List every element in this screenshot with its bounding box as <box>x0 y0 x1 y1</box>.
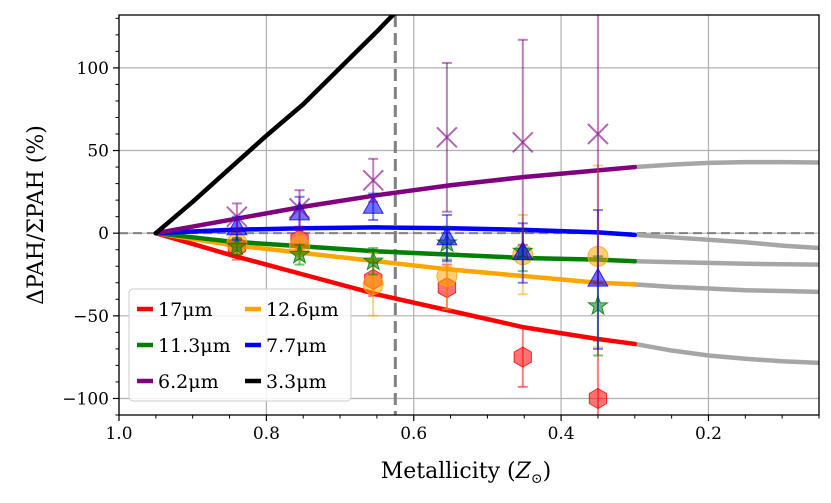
x-marker <box>362 169 384 191</box>
y-axis-ticks: 100 50 0 −50 −100 <box>62 17 119 416</box>
y-tick-label: 0 <box>98 224 109 244</box>
x-marker <box>226 205 248 228</box>
y-tick-label: 100 <box>77 59 109 79</box>
x-axis-title: Metallicity (Z⊙) <box>381 459 551 487</box>
series-line <box>153 230 638 347</box>
x-marker <box>436 126 458 149</box>
star-marker <box>362 249 385 271</box>
extrapolation-curve <box>632 232 819 251</box>
extrapolation-curve <box>632 159 819 170</box>
triangle-marker <box>512 240 534 261</box>
star-marker <box>225 234 248 256</box>
x-tick-label: 0.4 <box>548 424 575 444</box>
legend-label: 17μm <box>158 299 213 321</box>
x-tick-label: 0.2 <box>695 424 722 444</box>
triangle-marker <box>436 226 458 246</box>
extrapolation-curve <box>632 259 819 267</box>
hexagon-marker <box>588 387 608 410</box>
x-marker <box>512 131 534 153</box>
series-line <box>153 164 638 236</box>
legend-label: 7.7μm <box>266 335 327 357</box>
circle-marker <box>436 265 458 287</box>
hexagon-marker <box>513 346 532 368</box>
x-axis-ticks: 1.0 0.8 0.6 0.4 0.2 <box>105 415 820 444</box>
series-line <box>153 15 397 236</box>
data-points <box>225 15 609 415</box>
legend-box <box>128 288 352 402</box>
legend: 17μm 12.6μm 11.3μm 7.7μm 6.2μm 3.3μm <box>128 288 352 402</box>
triangle-marker <box>362 194 384 214</box>
x-tick-label: 1.0 <box>105 424 132 444</box>
x-marker <box>587 123 609 145</box>
y-tick-label: −100 <box>62 389 109 409</box>
x-tick-label: 0.6 <box>400 424 427 444</box>
y-axis-title: ΔPAH/ΣPAH (%) <box>24 125 49 305</box>
legend-label: 6.2μm <box>158 371 219 393</box>
legend-label: 3.3μm <box>266 371 327 393</box>
star-marker <box>288 243 311 265</box>
legend-label: 12.6μm <box>266 299 339 321</box>
legend-label: 11.3μm <box>158 335 231 357</box>
plot-frame <box>118 14 820 416</box>
x-tick-label: 0.8 <box>253 424 280 444</box>
x-marker <box>288 197 311 220</box>
circle-marker <box>362 273 384 295</box>
extrapolation-curve <box>632 341 819 366</box>
extrapolation-curve <box>632 282 819 295</box>
y-tick-label: −50 <box>73 307 109 327</box>
y-tick-label: 50 <box>87 142 109 162</box>
